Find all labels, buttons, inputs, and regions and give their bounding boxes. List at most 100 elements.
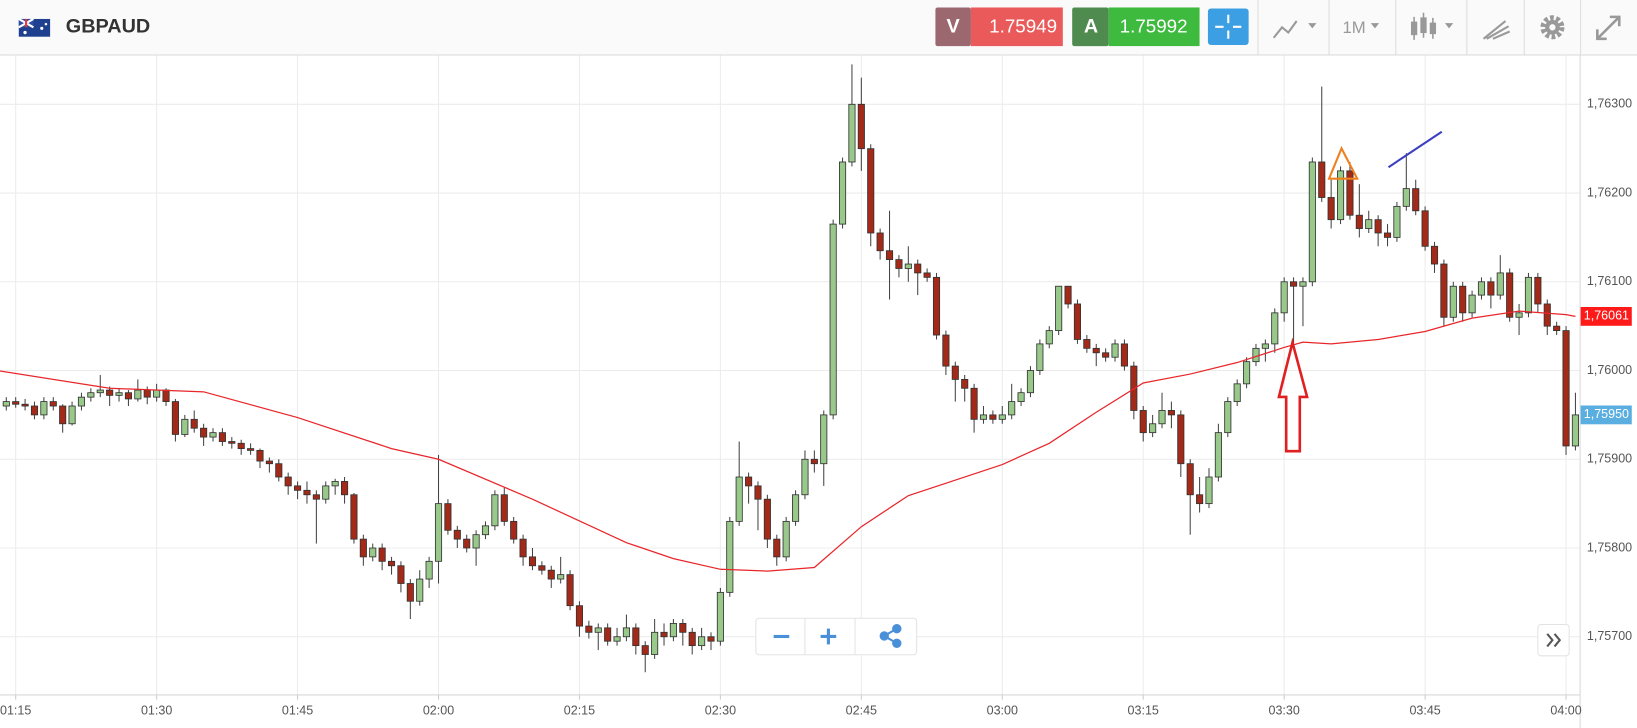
y-tick-label: 1,75700 (1587, 629, 1632, 643)
chart-type-button[interactable] (1272, 20, 1317, 39)
candle (1487, 277, 1495, 309)
candle (453, 525, 461, 549)
candle-body (1083, 339, 1091, 349)
candle (763, 494, 771, 549)
candle-body (181, 418, 189, 435)
candle (519, 534, 527, 566)
candle-body (904, 263, 912, 269)
candle (979, 406, 988, 424)
candle (491, 490, 499, 531)
candle (942, 330, 950, 375)
candle (481, 521, 490, 540)
buy-button[interactable]: A 1.75992 (1072, 7, 1200, 47)
timeframe-button[interactable]: 1M (1342, 18, 1380, 37)
candle-body (312, 494, 320, 500)
candle (463, 534, 471, 553)
candle-body (716, 591, 724, 642)
candle-body (1506, 272, 1514, 318)
candle (641, 641, 649, 673)
candle (1383, 224, 1392, 247)
candle-body (134, 389, 142, 400)
candle (838, 157, 847, 229)
candle (256, 448, 264, 469)
candle (1167, 401, 1175, 429)
candle-body (1261, 343, 1269, 349)
settings-button[interactable] (1540, 15, 1565, 40)
candle-body (735, 476, 743, 522)
candle (406, 579, 414, 619)
candle (68, 401, 76, 426)
share-button[interactable] (879, 623, 902, 648)
candle-body (1383, 232, 1392, 238)
candle (848, 64, 856, 167)
scroll-right-button[interactable] (1537, 623, 1570, 657)
candle-body (885, 250, 894, 261)
sell-button[interactable]: V 1.75949 (935, 7, 1063, 47)
candle (1299, 277, 1307, 327)
candle-body (444, 503, 452, 531)
candle-body (59, 405, 67, 425)
zoom-controls (755, 617, 918, 656)
candle-body (773, 538, 781, 558)
candle-body (754, 485, 762, 500)
candle (801, 450, 809, 500)
draw-tool-button[interactable] (1482, 20, 1511, 40)
candle (106, 386, 114, 407)
candle-body (1102, 352, 1110, 358)
candle (472, 530, 480, 566)
candle-body (857, 103, 865, 150)
drawings (1277, 130, 1443, 453)
candle-style-button[interactable] (1410, 12, 1454, 40)
candle-body (1073, 303, 1082, 340)
candle-body (87, 392, 95, 398)
candle (820, 410, 828, 486)
candle (613, 627, 621, 646)
candle-body (726, 520, 734, 593)
candle (1064, 285, 1072, 309)
candle-body (106, 389, 114, 396)
candle-body (1524, 276, 1533, 314)
candle (387, 556, 396, 575)
candle-body (247, 448, 255, 451)
zoom-in-button[interactable] (820, 628, 837, 645)
candle-body (378, 547, 386, 562)
candle (1233, 379, 1241, 407)
candle-body (481, 525, 490, 536)
sell-label: V (947, 16, 961, 38)
candle (237, 439, 245, 455)
candle-body (538, 565, 546, 571)
candle-body (434, 503, 443, 562)
fullscreen-button[interactable] (1596, 15, 1621, 41)
candle-body (359, 538, 367, 558)
candle-body (1186, 463, 1194, 496)
toolbar-separators (1257, 0, 1582, 55)
candle (181, 414, 189, 438)
candle-body (932, 276, 941, 336)
candle-body (1280, 281, 1288, 314)
candle-body (651, 631, 659, 655)
candle (660, 623, 668, 646)
crosshair-button[interactable] (1207, 8, 1249, 46)
candle-body (387, 560, 396, 567)
candle-body (453, 529, 461, 540)
buy-label: A (1084, 16, 1098, 38)
candle-body (1534, 276, 1542, 305)
candle-body (397, 565, 405, 584)
candle (77, 392, 86, 411)
candle (528, 548, 537, 571)
candle-body (209, 432, 217, 438)
candle-body (491, 494, 499, 527)
candle-body (1477, 281, 1486, 296)
candle (1008, 383, 1016, 420)
candle-body (1543, 303, 1551, 327)
candle-body (998, 414, 1006, 420)
candle (1092, 343, 1100, 367)
candle-body (1167, 410, 1175, 416)
candle (1318, 86, 1326, 202)
candle (1421, 206, 1429, 251)
candle (782, 516, 790, 562)
candle (1055, 285, 1063, 336)
candle-body (256, 449, 264, 462)
